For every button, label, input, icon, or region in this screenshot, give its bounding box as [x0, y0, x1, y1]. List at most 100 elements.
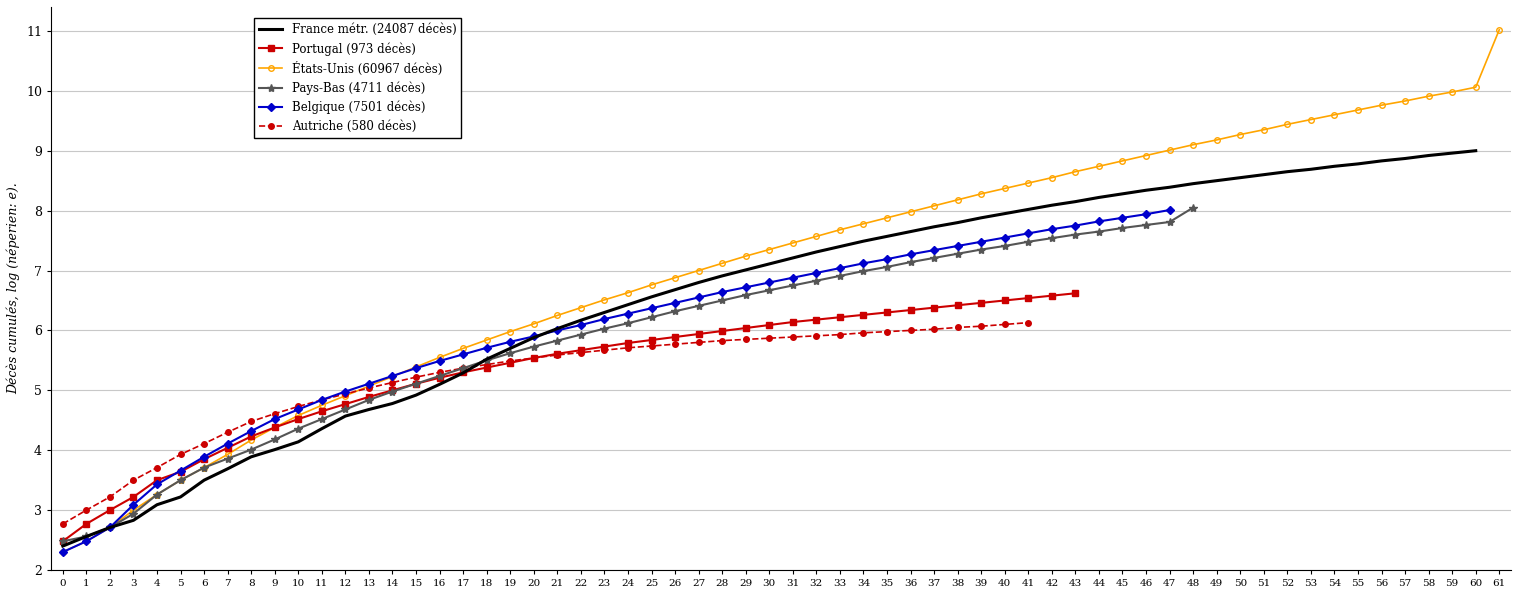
- Pays-Bas (4711 décès): [313, 415, 331, 422]
- Belgique (7501 décès): [689, 294, 707, 301]
- Autriche (580 décès): [313, 396, 331, 403]
- Autriche (580 décès): [360, 384, 378, 392]
- Pays-Bas (4711 décès): [996, 242, 1014, 249]
- Portugal (973 décès): [689, 330, 707, 337]
- Pays-Bas (4711 décès): [219, 455, 237, 462]
- Pays-Bas (4711 décès): [431, 372, 449, 380]
- Belgique (7501 décès): [924, 246, 943, 253]
- Portugal (973 décès): [290, 415, 308, 422]
- Autriche (580 décès): [689, 339, 707, 346]
- États-Unis (60967 décès): [1491, 26, 1509, 33]
- Pays-Bas (4711 décès): [924, 255, 943, 262]
- Belgique (7501 décès): [431, 358, 449, 365]
- Autriche (580 décès): [808, 332, 826, 339]
- France métr. (24087 décès): [1278, 168, 1296, 176]
- Legend: France métr. (24087 décès), Portugal (973 décès), États-Unis (60967 décès), Pays: France métr. (24087 décès), Portugal (97…: [254, 18, 461, 138]
- Line: Autriche (580 décès): Autriche (580 décès): [61, 320, 1031, 527]
- Portugal (973 décès): [172, 468, 190, 475]
- Autriche (580 décès): [736, 336, 754, 343]
- Pays-Bas (4711 décès): [1066, 231, 1084, 238]
- Belgique (7501 décès): [337, 388, 355, 395]
- Line: Portugal (973 décès): Portugal (973 décès): [59, 290, 1079, 545]
- Pays-Bas (4711 décès): [972, 246, 990, 253]
- Y-axis label: Décès cumulés, log (néperien: e).: Décès cumulés, log (néperien: e).: [8, 183, 20, 394]
- Autriche (580 décès): [924, 325, 943, 333]
- Autriche (580 décès): [147, 464, 165, 471]
- Pays-Bas (4711 décès): [949, 250, 967, 257]
- Autriche (580 décès): [100, 493, 118, 500]
- Belgique (7501 décès): [219, 440, 237, 447]
- Autriche (580 décès): [525, 355, 543, 362]
- Portugal (973 décès): [77, 521, 96, 528]
- Pays-Bas (4711 décès): [689, 302, 707, 309]
- Autriche (580 décès): [124, 477, 143, 484]
- États-Unis (60967 décès): [53, 549, 71, 556]
- Autriche (580 décès): [595, 347, 613, 354]
- Autriche (580 décès): [855, 329, 873, 336]
- Belgique (7501 décès): [642, 305, 660, 312]
- Portugal (973 décès): [855, 311, 873, 318]
- Autriche (580 décès): [877, 328, 896, 335]
- Portugal (973 décès): [219, 444, 237, 452]
- Belgique (7501 décès): [407, 365, 425, 372]
- Pays-Bas (4711 décès): [761, 287, 779, 294]
- Pays-Bas (4711 décès): [478, 357, 496, 364]
- Pays-Bas (4711 décès): [266, 436, 284, 443]
- Autriche (580 décès): [501, 358, 519, 365]
- Portugal (973 décès): [360, 393, 378, 400]
- Pays-Bas (4711 décès): [172, 477, 190, 484]
- Pays-Bas (4711 décès): [855, 268, 873, 275]
- Autriche (580 décès): [194, 440, 213, 447]
- Autriche (580 décès): [713, 337, 732, 344]
- Autriche (580 décès): [266, 410, 284, 417]
- Autriche (580 décès): [241, 418, 260, 425]
- Pays-Bas (4711 décès): [454, 365, 472, 372]
- Belgique (7501 décès): [1043, 226, 1061, 233]
- Pays-Bas (4711 décès): [1019, 238, 1037, 245]
- Belgique (7501 décès): [241, 427, 260, 434]
- Belgique (7501 décès): [830, 265, 849, 272]
- Pays-Bas (4711 décès): [1184, 204, 1202, 211]
- États-Unis (60967 décès): [431, 354, 449, 361]
- Belgique (7501 décès): [548, 327, 566, 334]
- Belgique (7501 décès): [972, 238, 990, 245]
- Portugal (973 décès): [548, 350, 566, 358]
- Pays-Bas (4711 décès): [525, 343, 543, 350]
- Portugal (973 décès): [572, 347, 591, 354]
- Autriche (580 décès): [53, 521, 71, 528]
- Pays-Bas (4711 décès): [830, 273, 849, 280]
- Portugal (973 décès): [877, 309, 896, 316]
- Belgique (7501 décès): [1137, 211, 1155, 218]
- Portugal (973 décès): [478, 364, 496, 371]
- Portugal (973 décès): [337, 400, 355, 408]
- France métr. (24087 décès): [384, 400, 402, 407]
- Portugal (973 décès): [100, 506, 118, 513]
- Portugal (973 décès): [830, 314, 849, 321]
- Pays-Bas (4711 décès): [290, 425, 308, 432]
- Belgique (7501 décès): [266, 415, 284, 422]
- Autriche (580 décès): [407, 374, 425, 381]
- Pays-Bas (4711 décès): [877, 264, 896, 271]
- Portugal (973 décès): [266, 424, 284, 431]
- Belgique (7501 décès): [808, 270, 826, 277]
- Pays-Bas (4711 décès): [337, 406, 355, 413]
- Pays-Bas (4711 décès): [501, 350, 519, 357]
- Pays-Bas (4711 décès): [360, 396, 378, 403]
- Portugal (973 décès): [313, 408, 331, 415]
- Portugal (973 décès): [124, 493, 143, 500]
- Belgique (7501 décès): [902, 250, 920, 258]
- Portugal (973 décès): [761, 321, 779, 328]
- Portugal (973 décès): [431, 374, 449, 381]
- Pays-Bas (4711 décès): [595, 325, 613, 332]
- Belgique (7501 décès): [666, 299, 685, 306]
- Belgique (7501 décès): [501, 338, 519, 345]
- Pays-Bas (4711 décès): [194, 464, 213, 471]
- Pays-Bas (4711 décès): [1113, 224, 1131, 231]
- Portugal (973 décès): [454, 369, 472, 376]
- Portugal (973 décès): [1043, 292, 1061, 299]
- France métr. (24087 décès): [1466, 147, 1485, 154]
- Pays-Bas (4711 décès): [1090, 228, 1108, 235]
- Belgique (7501 décès): [525, 333, 543, 340]
- Belgique (7501 décès): [595, 315, 613, 322]
- Belgique (7501 décès): [713, 289, 732, 296]
